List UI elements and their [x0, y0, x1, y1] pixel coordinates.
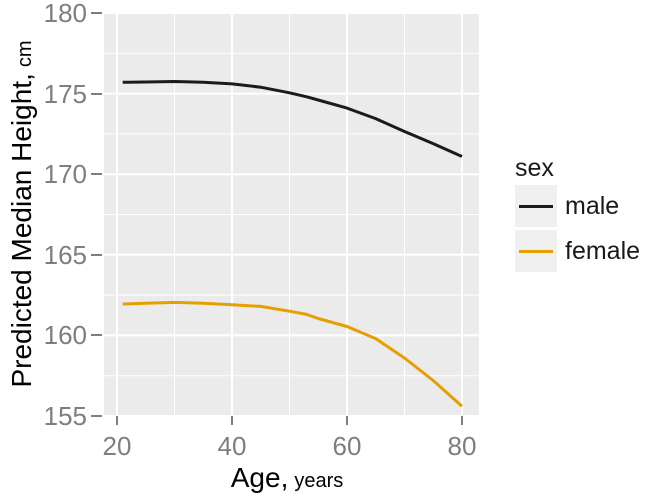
legend-label: male — [565, 191, 620, 220]
legend-key-female — [515, 230, 557, 272]
x-axis-title: Age, years — [231, 462, 344, 494]
legend-entries: male female — [515, 185, 640, 272]
legend-label: female — [565, 236, 641, 265]
plot-lines-svg — [104, 13, 479, 416]
y-tick-label: 175 — [43, 79, 87, 109]
legend-entry-male: male — [515, 185, 640, 227]
y-axis-title-unit: cm — [14, 40, 36, 68]
legend-key-line-icon — [519, 249, 553, 253]
y-tick-mark — [91, 334, 102, 336]
x-tick-label: 40 — [217, 431, 247, 461]
legend: sex male female — [515, 155, 640, 272]
x-tick-mark — [346, 416, 348, 425]
series-line-female — [122, 300, 464, 408]
x-tick-mark — [461, 416, 463, 425]
x-tick-label: 60 — [332, 431, 362, 461]
series-line-male — [122, 80, 463, 158]
y-tick-mark — [91, 254, 102, 256]
legend-entry-female: female — [515, 230, 640, 272]
y-tick-label: 155 — [43, 401, 87, 431]
y-tick-mark — [91, 173, 102, 175]
x-axis-title-unit: years — [294, 470, 344, 492]
y-tick-mark — [91, 415, 102, 417]
x-tick-label: 80 — [447, 431, 477, 461]
y-tick-label: 170 — [43, 159, 87, 189]
legend-title: sex — [515, 154, 554, 182]
x-axis-title-main: Age, — [230, 462, 289, 493]
plot-panel — [104, 13, 479, 416]
y-tick-mark — [91, 93, 102, 95]
y-tick-label: 180 — [43, 0, 87, 28]
y-tick-mark — [91, 12, 102, 14]
legend-key-line-icon — [519, 204, 553, 208]
x-tick-mark — [116, 416, 118, 425]
y-tick-label: 165 — [43, 240, 87, 270]
x-tick-mark — [231, 416, 233, 425]
x-tick-label: 20 — [102, 431, 132, 461]
legend-key-male — [515, 185, 557, 227]
y-tick-label: 160 — [43, 320, 87, 350]
